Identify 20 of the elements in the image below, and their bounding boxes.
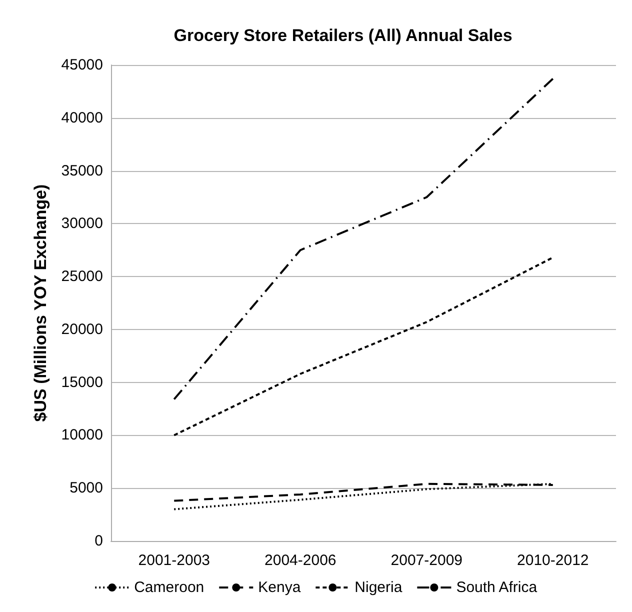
- y-tick-label: 35000: [61, 162, 103, 180]
- x-tick-label: 2004-2006: [264, 552, 336, 569]
- y-tick-label: 25000: [61, 268, 103, 286]
- y-tick-label: 40000: [61, 109, 103, 126]
- legend-label: Cameroon: [134, 579, 204, 596]
- legend-label: Kenya: [258, 579, 302, 596]
- legend-label: Nigeria: [354, 579, 403, 596]
- x-tick-label: 2007-2009: [390, 552, 462, 569]
- y-tick-label: 15000: [61, 374, 103, 391]
- y-tick-label: 20000: [61, 320, 103, 338]
- y-tick-label: 45000: [61, 56, 103, 74]
- y-tick-label: 30000: [61, 215, 103, 232]
- legend-label: South Africa: [456, 579, 538, 596]
- y-tick-label: 10000: [61, 426, 103, 444]
- x-tick-label: 2001-2003: [138, 552, 210, 569]
- y-axis-title: $US (Millions YOY Exchange): [31, 184, 50, 422]
- chart-title: Grocery Store Retailers (All) Annual Sales: [174, 26, 512, 45]
- x-tick-label: 2010-2012: [517, 552, 589, 569]
- y-tick-label: 5000: [70, 480, 103, 497]
- y-tick-label: 0: [94, 532, 103, 550]
